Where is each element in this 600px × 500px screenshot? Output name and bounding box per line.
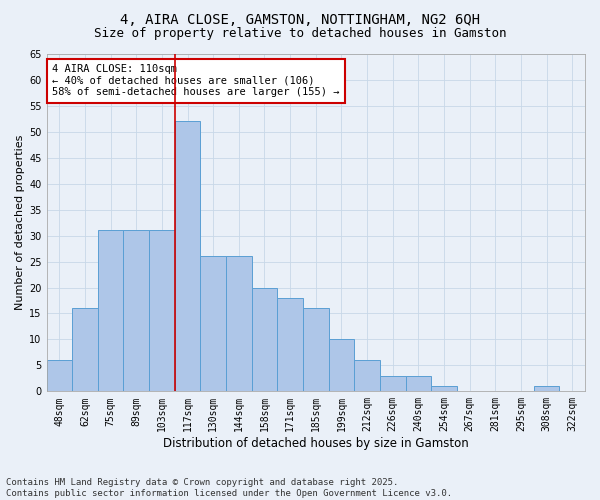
Bar [124, 230, 149, 392]
Bar [534, 386, 559, 392]
Bar [98, 230, 124, 392]
Bar [277, 298, 303, 392]
Bar [431, 386, 457, 392]
Bar [47, 360, 72, 392]
Bar [72, 308, 98, 392]
Bar [175, 122, 200, 392]
Bar [149, 230, 175, 392]
Bar [251, 288, 277, 392]
Y-axis label: Number of detached properties: Number of detached properties [15, 135, 25, 310]
Text: 4 AIRA CLOSE: 110sqm
← 40% of detached houses are smaller (106)
58% of semi-deta: 4 AIRA CLOSE: 110sqm ← 40% of detached h… [52, 64, 340, 98]
X-axis label: Distribution of detached houses by size in Gamston: Distribution of detached houses by size … [163, 437, 469, 450]
Bar [329, 340, 354, 392]
Bar [380, 376, 406, 392]
Bar [406, 376, 431, 392]
Text: Contains HM Land Registry data © Crown copyright and database right 2025.
Contai: Contains HM Land Registry data © Crown c… [6, 478, 452, 498]
Text: Size of property relative to detached houses in Gamston: Size of property relative to detached ho… [94, 28, 506, 40]
Text: 4, AIRA CLOSE, GAMSTON, NOTTINGHAM, NG2 6QH: 4, AIRA CLOSE, GAMSTON, NOTTINGHAM, NG2 … [120, 12, 480, 26]
Bar [226, 256, 251, 392]
Bar [200, 256, 226, 392]
Bar [303, 308, 329, 392]
Bar [354, 360, 380, 392]
